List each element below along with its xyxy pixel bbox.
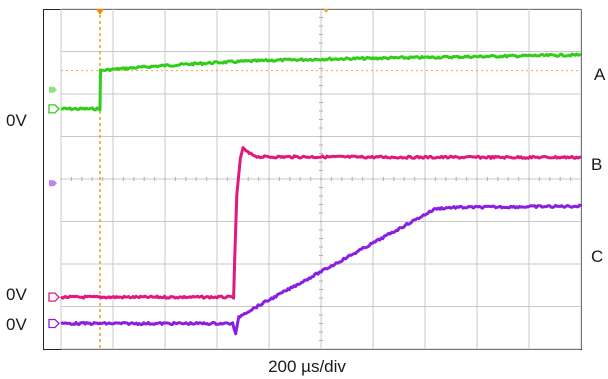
traces — [59, 52, 582, 336]
channel-indicator-icon — [49, 180, 57, 187]
trace-label-a: A — [594, 65, 606, 84]
ground-marker-a — [48, 104, 60, 114]
trace-c — [60, 203, 582, 336]
channel-indicator-icon — [49, 86, 57, 93]
ground-label-a: 0V — [6, 111, 27, 130]
trace-b — [59, 146, 582, 300]
trace-label-b: B — [591, 155, 602, 174]
channel-markers — [48, 86, 60, 329]
position-marker-icon — [323, 9, 330, 13]
trigger-marker-icon — [96, 9, 104, 15]
cursor-lines — [61, 9, 581, 349]
trace-label-c: C — [591, 247, 603, 266]
ground-label-c: 0V — [6, 315, 27, 334]
graticule — [60, 8, 582, 350]
ground-label-b: 0V — [6, 285, 27, 304]
ground-marker-c — [48, 318, 60, 329]
ground-marker-b — [48, 292, 60, 302]
trace-a — [60, 52, 582, 112]
x-axis-label: 200 µs/div — [268, 357, 346, 376]
